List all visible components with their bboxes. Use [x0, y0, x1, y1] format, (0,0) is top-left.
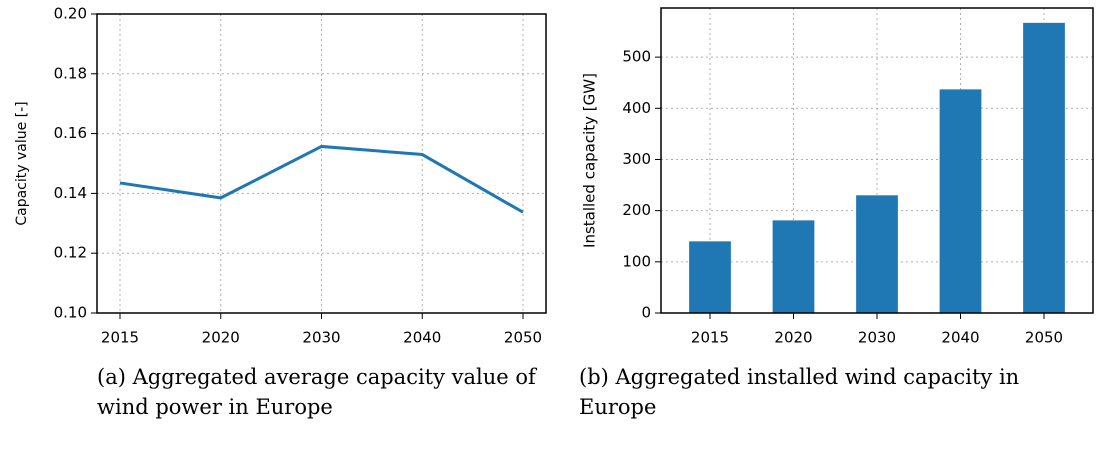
- y-tick-label: 0: [641, 304, 651, 322]
- x-tick-label: 2015: [691, 329, 729, 347]
- x-tick-label: 2020: [202, 329, 240, 347]
- bar: [939, 89, 982, 313]
- x-tick-label: 2040: [403, 329, 441, 347]
- y-axis-label: Installed capacity [GW]: [581, 73, 599, 248]
- bar: [772, 220, 815, 313]
- y-tick-label: 100: [622, 252, 651, 270]
- y-tick-label: 0.10: [54, 304, 87, 322]
- x-tick-label: 2040: [941, 329, 979, 347]
- x-tick-label: 2015: [101, 329, 139, 347]
- x-tick-label: 2050: [504, 329, 542, 347]
- y-tick-label: 0.16: [54, 124, 87, 142]
- line: [119, 144, 524, 214]
- caption: (b) Aggregated installed wind capacity i…: [579, 365, 1020, 419]
- bar: [856, 195, 898, 313]
- y-tick-label: 0.12: [54, 244, 87, 262]
- y-axis-label: Capacity value [-]: [14, 101, 30, 225]
- x-tick-label: 2050: [1025, 329, 1063, 347]
- bar: [689, 241, 731, 313]
- x-tick-label: 2030: [858, 329, 896, 347]
- y-tick-label: 400: [622, 99, 651, 117]
- y-tick-label: 200: [622, 201, 651, 219]
- y-tick-label: 300: [622, 150, 651, 168]
- x-tick-label: 2020: [774, 329, 812, 347]
- x-tick-label: 2030: [302, 329, 340, 347]
- y-tick-label: 500: [622, 48, 651, 66]
- bar: [1023, 22, 1065, 313]
- axes-frame: [660, 7, 1094, 314]
- charts: 0.10 0.12 0.14 0.16 0.18 0.20 2015 2020 2030 2040…: [14, 5, 1094, 347]
- y-tick-label: 0.18: [54, 64, 87, 82]
- y-tick-label: 0.20: [54, 5, 87, 23]
- y-tick-label: 0.14: [54, 184, 87, 202]
- axes-frame: [96, 13, 547, 314]
- caption: (a) Aggregated average capacity value of…: [97, 365, 536, 419]
